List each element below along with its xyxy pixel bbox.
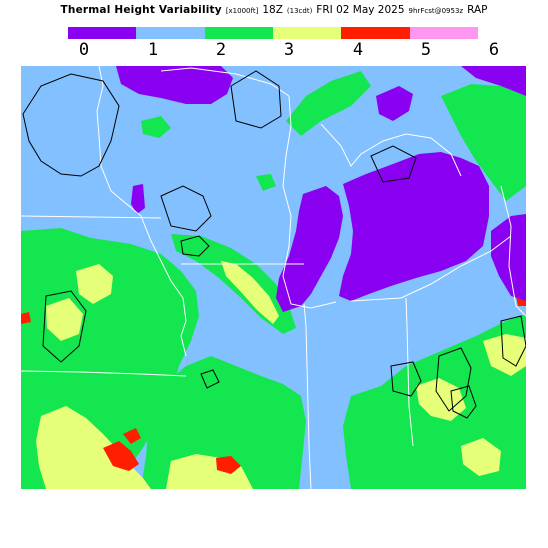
legend-label-2: 2 [215,40,227,60]
band-0-1-regions [116,66,526,312]
state-line-south [21,370,187,377]
state-boundaries [21,66,526,489]
thermal-height-map [21,66,526,489]
region-northeast-green [441,84,526,201]
state-line-east [500,185,526,317]
contour-north-west [22,73,120,177]
legend-swatch-5-6 [409,27,478,39]
legend-swatch-2-3 [204,27,273,39]
legend-swatch-4-5 [341,27,410,39]
lake-erie-shore [400,235,512,299]
legend-swatch-1-2 [136,27,205,39]
map-svg [21,66,526,489]
contour-east-1 [435,347,472,412]
title-model: RAP [467,4,488,16]
region-west-small-purple [131,184,145,214]
region-ridge-yellow [221,261,279,324]
legend-label-4: 4 [352,40,364,60]
title-date: FRI 02 May 2025 [316,4,405,16]
legend-label-0: 0 [78,40,90,60]
region-south-red-1 [103,441,139,471]
state-line-wi-north [160,67,290,97]
region-south-central-green [141,356,306,489]
region-east-purple [491,214,526,301]
contour-north-central [230,70,282,129]
region-southwest2-yellow [46,298,83,341]
region-superior-purple [376,86,413,121]
state-line-mi-oh [350,297,402,302]
state-line-il-in [303,303,312,489]
title-units: [x1000ft] [225,7,259,15]
legend-swatch-0-1 [68,27,137,39]
region-south-red-3 [216,456,241,474]
lake-michigan-shore [282,95,337,309]
region-west-yellow [76,264,113,304]
region-west-edge-red [21,312,31,324]
region-lower-mi-purple [339,152,489,301]
title-valid-time: 18Z [262,4,283,16]
region-west-patch-green [141,116,171,138]
state-line-mn-wi [96,66,162,262]
contour-lines [22,70,526,419]
region-upper-mi-green [286,71,371,136]
contour-east-2 [390,361,422,397]
legend-label-1: 1 [147,40,159,60]
region-north-purple [116,66,233,104]
state-line-ia-il [160,260,187,357]
contour-east-3 [450,385,477,419]
contour-west-middle [160,185,212,232]
contour-northeast [370,145,417,183]
legend-label-3: 3 [283,40,295,60]
contour-far-east [500,315,526,367]
band-4-5-regions [21,294,526,474]
chart-title: Thermal Height Variability [x1000ft] 18Z… [0,4,548,22]
region-south-red-2 [123,428,141,444]
region-far-southeast-yellow [461,438,501,476]
region-lake-michigan-purple [276,186,343,312]
legend-swatch-3-4 [272,27,342,39]
color-legend [68,27,478,39]
contour-west-small-1 [180,235,210,257]
contour-south-small [200,369,220,389]
region-northeast-purple [461,66,526,96]
title-main: Thermal Height Variability [60,4,222,16]
state-line-iowa-north [21,215,162,219]
lower-mi-shore [320,123,462,177]
title-local-time: (13cdt) [286,7,313,15]
title-forecast: 9hrFcst@0953z [408,7,464,15]
contour-south-west [42,290,87,363]
legend-label-5: 5 [420,40,432,60]
state-line-in-oh [405,297,414,447]
region-central-patch-green [256,174,276,191]
legend-label-6: 6 [488,40,500,60]
